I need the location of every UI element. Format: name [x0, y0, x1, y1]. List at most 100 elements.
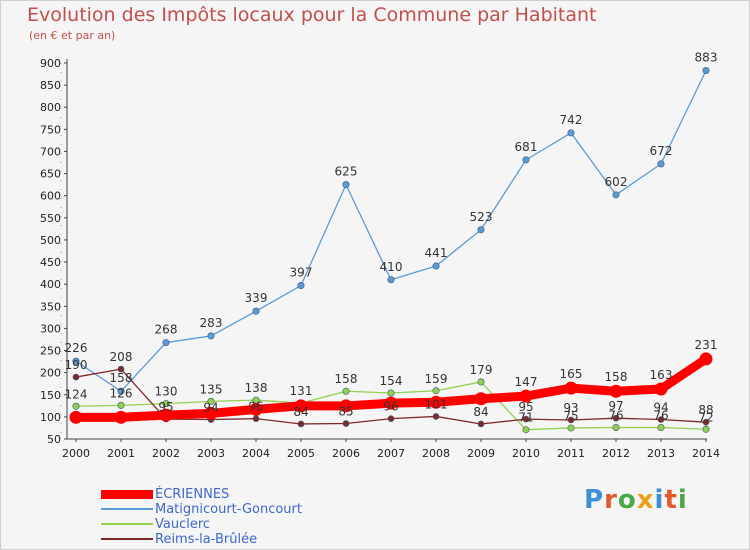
data-point-reims-la-brulee	[342, 420, 350, 427]
data-point-ecriennes	[159, 408, 173, 422]
chart-title: Evolution des Impôts locaux pour la Comm…	[27, 4, 597, 26]
x-tick-label: 2010	[512, 447, 540, 460]
data-label-reims-la-brulee: 208	[110, 350, 133, 364]
data-point-matignicourt-goncourt	[342, 181, 350, 189]
data-label-vauclerc: 179	[470, 363, 493, 377]
y-tick-label: 300	[40, 322, 61, 335]
brand-letter: P	[584, 485, 605, 515]
data-label-matignicourt-goncourt: 742	[560, 113, 583, 127]
data-label-vauclerc: 126	[110, 386, 133, 400]
data-point-reims-la-brulee	[252, 415, 260, 422]
data-point-reims-la-brulee	[567, 416, 575, 424]
data-point-ecriennes	[384, 396, 398, 410]
x-tick-label: 2013	[647, 447, 675, 460]
data-label-vauclerc: 124	[65, 387, 88, 401]
data-point-matignicourt-goncourt	[387, 276, 395, 284]
data-label-matignicourt-goncourt: 441	[425, 246, 448, 260]
data-label-matignicourt-goncourt: 339	[245, 291, 268, 305]
data-point-matignicourt-goncourt	[522, 156, 530, 164]
y-tick-label: 850	[40, 79, 61, 92]
data-point-matignicourt-goncourt	[252, 307, 260, 315]
data-point-ecriennes	[564, 381, 578, 395]
y-tick-label: 200	[40, 367, 61, 380]
data-label-vauclerc: 159	[425, 372, 448, 386]
data-label-matignicourt-goncourt: 226	[65, 341, 88, 355]
legend-label: ÉCRIENNES	[155, 487, 230, 502]
data-point-reims-la-brulee	[72, 373, 80, 381]
data-point-matignicourt-goncourt	[657, 160, 665, 168]
data-point-matignicourt-goncourt	[297, 282, 305, 290]
data-point-vauclerc	[567, 424, 575, 432]
data-point-reims-la-brulee	[477, 420, 485, 428]
y-tick-label: 800	[40, 101, 61, 114]
data-point-vauclerc	[477, 378, 485, 386]
data-label-reims-la-brulee: 97	[608, 399, 623, 413]
x-tick-label: 2005	[287, 447, 315, 460]
data-point-ecriennes	[474, 392, 488, 406]
data-label-matignicourt-goncourt: 602	[605, 175, 628, 189]
data-label-matignicourt-goncourt: 283	[200, 316, 223, 330]
data-label-matignicourt-goncourt: 672	[650, 144, 673, 158]
data-label-ecriennes: 158	[605, 370, 628, 384]
data-point-reims-la-brulee	[387, 415, 395, 422]
data-label-reims-la-brulee: 95	[518, 400, 533, 414]
data-point-vauclerc	[657, 423, 665, 431]
data-label-matignicourt-goncourt: 410	[380, 260, 403, 274]
data-label-ecriennes: 231	[695, 338, 718, 352]
y-tick-label: 750	[40, 123, 61, 136]
y-tick-label: 400	[40, 278, 61, 291]
data-point-vauclerc	[117, 401, 125, 409]
data-point-vauclerc	[207, 397, 215, 405]
data-label-matignicourt-goncourt: 397	[290, 266, 313, 280]
data-point-matignicourt-goncourt	[567, 129, 575, 137]
data-label-reims-la-brulee: 88	[698, 403, 713, 417]
data-label-vauclerc: 158	[335, 372, 358, 386]
data-point-matignicourt-goncourt	[432, 262, 440, 270]
y-tick-label: 250	[40, 345, 61, 358]
y-tick-label: 50	[47, 433, 61, 446]
brand-logo: Proxiti	[584, 485, 688, 515]
data-label-vauclerc: 76	[608, 408, 623, 422]
data-label-vauclerc: 76	[653, 408, 668, 422]
y-tick-label: 900	[40, 57, 61, 70]
data-point-ecriennes	[294, 399, 308, 413]
data-label-reims-la-brulee: 95	[158, 400, 173, 414]
legend-swatch	[101, 538, 153, 540]
data-label-reims-la-brulee: 94	[203, 401, 218, 415]
data-label-reims-la-brulee: 101	[425, 397, 448, 411]
data-label-vauclerc: 130	[155, 385, 178, 399]
brand-letter: x	[636, 485, 655, 515]
y-tick-label: 500	[40, 234, 61, 247]
data-label-vauclerc: 154	[380, 374, 403, 388]
data-label-matignicourt-goncourt: 158	[110, 371, 133, 385]
y-tick-label: 650	[40, 168, 61, 181]
x-tick-label: 2006	[332, 447, 360, 460]
data-point-reims-la-brulee	[612, 414, 620, 422]
chart-subtitle: (en € et par an)	[29, 29, 116, 42]
data-label-reims-la-brulee: 96	[383, 400, 398, 414]
data-point-ecriennes	[699, 352, 713, 366]
x-tick-label: 2014	[692, 447, 720, 460]
x-tick-label: 2012	[602, 447, 630, 460]
data-point-matignicourt-goncourt	[477, 226, 485, 234]
data-label-vauclerc: 75	[563, 409, 578, 423]
x-tick-label: 2004	[242, 447, 270, 460]
y-tick-label: 100	[40, 411, 61, 424]
data-point-vauclerc	[612, 423, 620, 431]
data-label-reims-la-brulee: 84	[293, 405, 308, 419]
data-point-ecriennes	[609, 384, 623, 398]
data-point-reims-la-brulee	[702, 418, 710, 426]
legend-label: Vauclerc	[155, 517, 211, 532]
data-point-reims-la-brulee	[432, 413, 440, 420]
data-label-ecriennes: 147	[515, 375, 538, 389]
brand-letter: i	[677, 485, 688, 515]
data-point-ecriennes	[654, 382, 668, 396]
data-point-vauclerc	[522, 426, 530, 434]
data-label-ecriennes: 165	[560, 367, 583, 381]
data-point-vauclerc	[72, 402, 80, 410]
x-tick-label: 2008	[422, 447, 450, 460]
data-label-matignicourt-goncourt: 523	[470, 210, 493, 224]
x-tick-label: 2009	[467, 447, 495, 460]
data-label-vauclerc: 131	[290, 384, 313, 398]
data-label-vauclerc: 135	[200, 382, 223, 396]
